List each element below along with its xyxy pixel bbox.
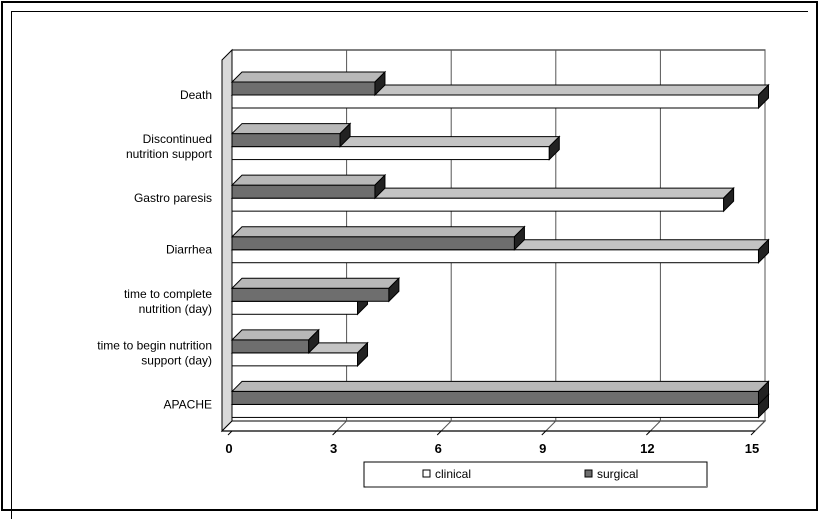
bar-surgical-time-to-complete-nutrition-day-side [388,277,400,303]
bar-clinical-time-to-begin-nutrition-support-day-front [231,352,359,367]
legend-label-surgical: surgical [597,467,638,481]
x-tick-mark-12 [646,430,651,436]
bar-surgical-death-front [231,81,376,96]
side-wall [221,48,233,433]
legend-swatch-clinical [422,469,431,478]
floor [220,420,767,432]
bar-surgical-diarrhea-side [513,225,525,251]
gridline-floor-6 [440,420,452,432]
bar-surgical-apache [230,380,770,406]
bar-surgical-time-to-begin-nutrition-support-day [230,328,320,355]
bar-surgical-time-to-begin-nutrition-support-day-front [231,339,310,354]
bar-clinical-gastro-paresis-front [231,197,725,212]
x-tick-label-3: 3 [330,441,337,456]
x-axis: 0 3 6 9 12 15 [222,430,759,456]
bar-surgical-gastro-paresis-side [374,173,386,200]
gridline-floor-9 [545,420,557,432]
bar-surgical-gastro-paresis-top [230,174,387,186]
gridline-floor-15 [754,420,766,432]
gridline-floor-12 [650,420,661,432]
bar-surgical-gastro-paresis-front [231,184,376,199]
legend-swatch-surgical [584,469,593,478]
category-labels: Death Discontinued nutrition support Gastro… [97,88,212,411]
legend-box [363,461,708,488]
bar-surgical-discontinued-nutrition-support-top [230,123,352,135]
category-label-death: Death [180,88,212,102]
x-tick-mark-6 [436,430,442,436]
chart-bars [230,70,770,419]
category-label-diarrhea: Diarrhea [166,243,212,257]
bar-surgical-time-to-complete-nutrition-day-top [230,277,401,289]
x-tick-mark-15 [750,430,756,436]
bar-surgical-apache-top [230,380,770,392]
category-label-discontinued-nutrition-support: Discontinued nutrition support [126,132,213,161]
bar-clinical-discontinued-nutrition-support-side [548,135,560,161]
bar-surgical-apache-side [757,380,769,406]
bar-clinical-time-to-complete-nutrition-day-front [231,300,359,315]
bar-surgical-time-to-begin-nutrition-support-day-top [230,329,320,341]
bar-clinical-discontinued-nutrition-support-front [231,146,550,161]
x-tick-label-6: 6 [435,441,442,456]
x-tick-label-15: 15 [745,441,759,456]
category-label-apache: APACHE [164,397,212,411]
bar-surgical-diarrhea-front [231,236,515,251]
bar-surgical-time-to-complete-nutrition-day-front [231,287,390,302]
bar-surgical-death [230,70,387,97]
bar-clinical-diarrhea-front [231,249,759,264]
bar-surgical-time-to-complete-nutrition-day [230,277,401,303]
bar-surgical-death-side [374,70,386,97]
bar-surgical-discontinued-nutrition-support-front [231,133,341,148]
x-tick-label-0: 0 [225,441,232,456]
category-label-gastro-paresis: Gastro paresis [134,191,212,205]
bar-clinical-apache-front [231,403,759,418]
bar-clinical-diarrhea-side [757,238,769,264]
bar-surgical-discontinued-nutrition-support-side [339,122,351,148]
bar-surgical-discontinued-nutrition-support [230,122,352,148]
bar-surgical-time-to-begin-nutrition-support-day-side [308,328,320,355]
bar-clinical-time-to-begin-nutrition-support-day-side [357,341,369,368]
category-label-time-to-begin-nutrition-support-day: time to begin nutrition support (day) [97,338,212,367]
bar-clinical-gastro-paresis-side [723,186,735,213]
bar-surgical-gastro-paresis [230,173,387,200]
bar-clinical-death-side [757,83,769,110]
bar-surgical-diarrhea [230,225,526,251]
x-tick-label-9: 9 [539,441,546,456]
bar-clinical-death-front [231,94,759,109]
bar-surgical-death-top [230,71,387,83]
x-tick-mark-0 [227,430,233,436]
x-tick-mark-3 [332,430,337,436]
chart-legend: clinical surgical [363,461,708,488]
legend-label-clinical: clinical [435,467,471,481]
gridline-floor-3 [336,420,347,432]
figure-inner-border [11,11,808,519]
bar-surgical-diarrhea-top [230,226,526,238]
bar-surgical-apache-front [231,390,759,405]
x-tick-label-12: 12 [640,441,654,456]
category-label-time-to-complete-nutrition-day: time to complete nutrition (day) [124,287,212,316]
x-tick-mark-9 [541,430,547,436]
